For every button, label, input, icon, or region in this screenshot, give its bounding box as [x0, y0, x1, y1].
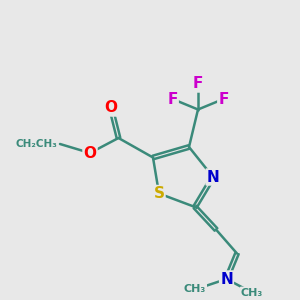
Text: CH₂CH₃: CH₂CH₃: [15, 139, 57, 149]
Text: N: N: [220, 272, 233, 286]
Text: F: F: [193, 76, 203, 92]
Text: CH₃: CH₃: [241, 287, 263, 298]
Text: O: O: [104, 100, 118, 116]
Text: O: O: [83, 146, 97, 160]
Text: N: N: [207, 169, 219, 184]
Text: CH₃: CH₃: [184, 284, 206, 295]
Text: F: F: [167, 92, 178, 106]
Text: F: F: [218, 92, 229, 106]
Text: S: S: [154, 186, 164, 201]
